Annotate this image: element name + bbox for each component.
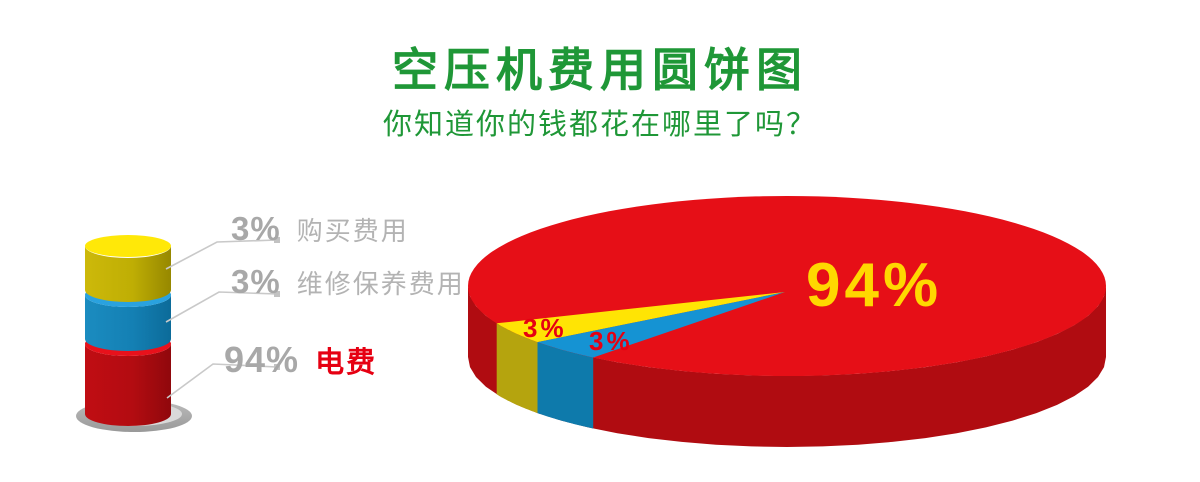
pie-wall-electricity <box>468 286 1106 447</box>
legend-leader-lines <box>165 239 278 399</box>
cylinder-red-band <box>85 344 171 426</box>
pie-wedge-maintenance <box>537 292 785 358</box>
page-title: 空压机费用圆饼图 <box>392 44 808 96</box>
page-subtitle: 你知道你的钱都花在哪里了吗？ <box>382 109 817 141</box>
legend-item-electricity: 94% 电费 <box>224 339 377 381</box>
cylinder-yellow-top <box>85 235 171 257</box>
leader-dot-3 <box>274 364 280 370</box>
pie-slice-label-electricity: 94% <box>806 251 943 320</box>
legend-label-electricity: 电费 <box>315 347 378 379</box>
legend-label-purchase: 购买费用 <box>296 216 409 246</box>
pie-slice-label-purchase: 3% <box>523 313 567 343</box>
legend-item-maintenance: 3% 维修保养费用 <box>231 263 465 301</box>
cylinder-yellow-band <box>85 246 171 302</box>
pie-wall-maintenance <box>537 342 594 429</box>
legend-pct-purchase: 3% <box>231 210 281 247</box>
legend-item-purchase: 3% 购买费用 <box>231 210 409 248</box>
leader-line-purchase <box>165 239 278 270</box>
legend-pct-electricity: 94% <box>224 339 300 380</box>
leader-line-dots <box>274 237 280 370</box>
leader-dot-1 <box>274 237 280 243</box>
pie-3d <box>468 196 1106 447</box>
pie-slice-label-maintenance: 3% <box>589 326 633 356</box>
leader-line-maintenance <box>165 291 278 323</box>
leader-line-electricity <box>166 363 278 399</box>
leader-dot-2 <box>274 291 280 297</box>
legend-pct-maintenance: 3% <box>231 263 281 300</box>
pie-wall-purchase <box>496 323 538 414</box>
cylinder-blue-band <box>85 295 171 351</box>
pie-wedge-purchase <box>496 292 785 343</box>
legend-cylinder-icon <box>76 235 192 432</box>
legend-label-maintenance: 维修保养费用 <box>296 269 465 299</box>
